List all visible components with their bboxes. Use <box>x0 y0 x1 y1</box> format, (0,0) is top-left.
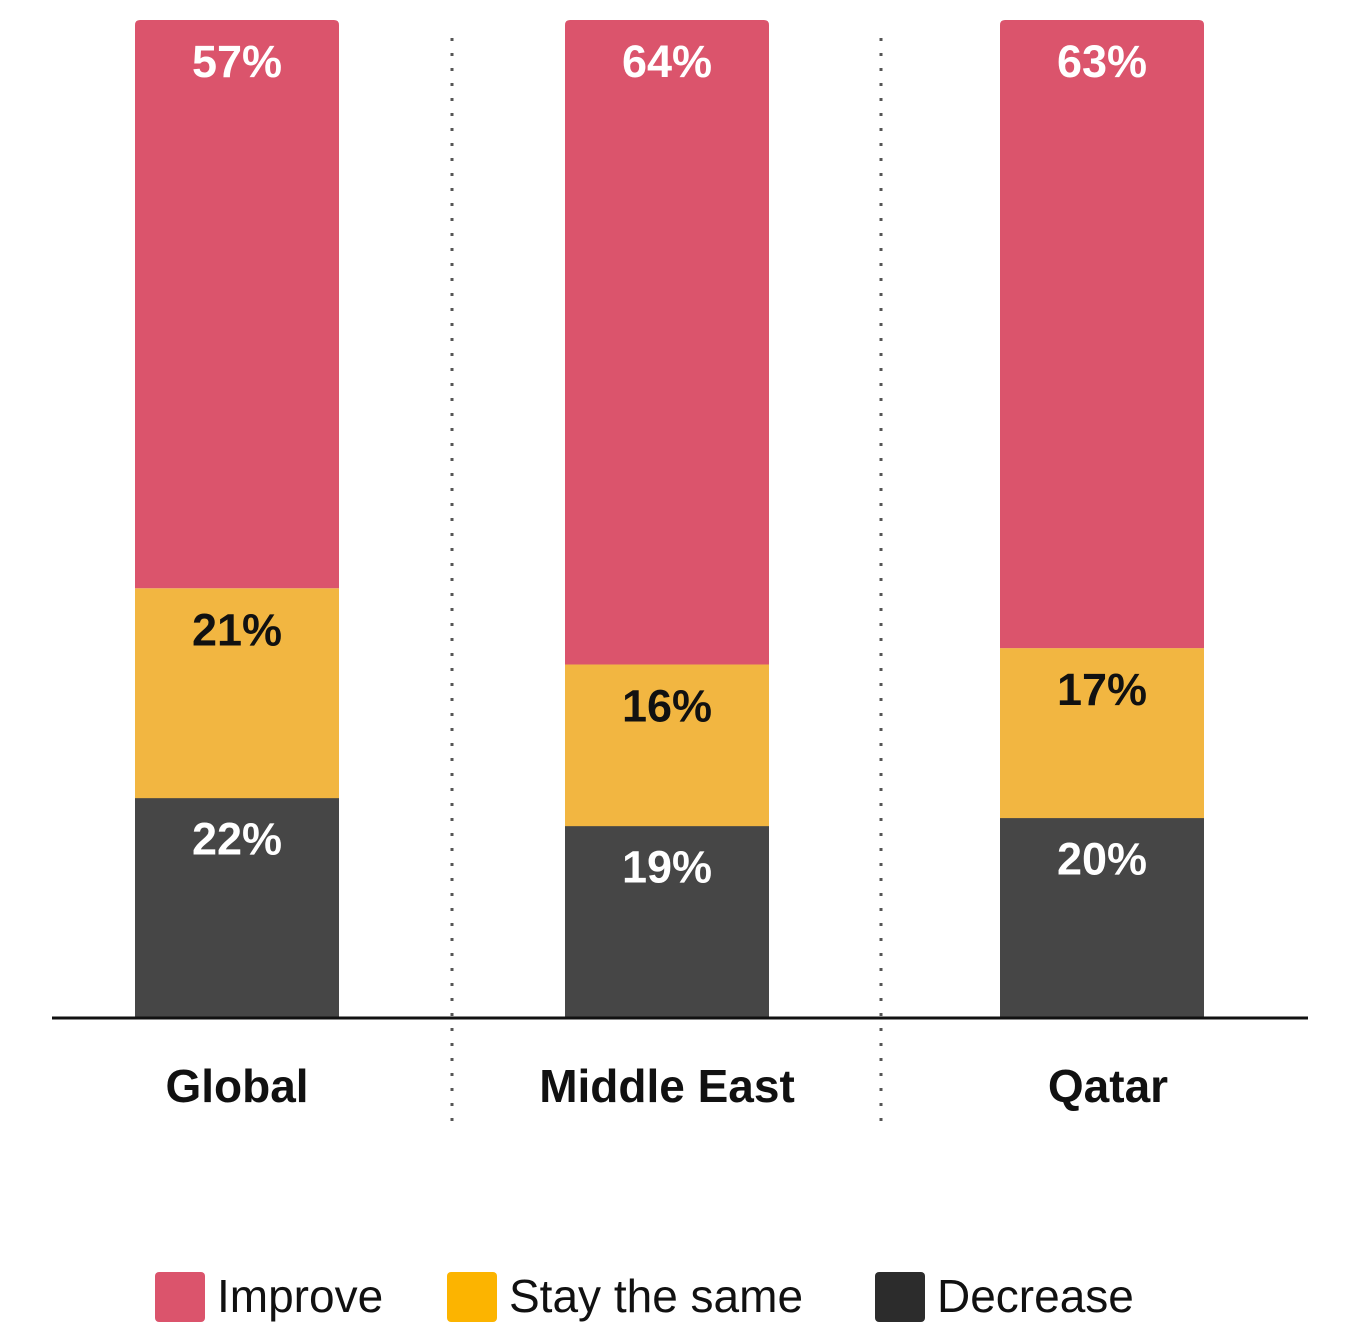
x-axis-tick-labels: Global Middle East Qatar <box>165 1060 1168 1112</box>
legend-swatch-stay-the-same <box>447 1272 497 1322</box>
bar-segment-qatar-improve <box>1000 20 1204 649</box>
data-label-middle-east-decrease: 19% <box>622 842 712 893</box>
data-label-middle-east-stay-the-same: 16% <box>622 681 712 732</box>
bar-segment-global-improve <box>135 20 339 589</box>
data-label-global-decrease: 22% <box>192 814 282 865</box>
bar-stacks: 22% 21% 57% 19% 16% 64% 20% 17% 63% <box>135 20 1204 1018</box>
data-label-global-stay-the-same: 21% <box>192 604 282 655</box>
legend-label-improve: Improve <box>217 1270 384 1322</box>
data-label-global-improve: 57% <box>192 36 282 87</box>
bar-segment-middle-east-decrease <box>565 825 769 1018</box>
legend-swatch-improve <box>155 1272 205 1322</box>
data-label-qatar-decrease: 20% <box>1057 834 1147 885</box>
bar-segment-middle-east-stay-the-same <box>565 664 769 827</box>
category-separators <box>450 38 883 1125</box>
x-tick-label-qatar: Qatar <box>1048 1060 1168 1112</box>
bar-stack-qatar: 20% 17% 63% <box>1000 20 1204 1018</box>
bar-stack-global: 22% 21% 57% <box>135 20 339 1018</box>
bar-stack-middle-east: 19% 16% 64% <box>565 20 769 1018</box>
x-tick-label-global: Global <box>165 1060 308 1112</box>
x-tick-label-middle-east: Middle East <box>539 1060 795 1112</box>
data-label-qatar-stay-the-same: 17% <box>1057 664 1147 715</box>
data-label-qatar-improve: 63% <box>1057 36 1147 87</box>
chart-legend: Improve Stay the same Decrease <box>0 1265 1368 1325</box>
bar-segment-qatar-stay-the-same <box>1000 648 1204 819</box>
legend-label-stay-the-same: Stay the same <box>509 1270 804 1322</box>
legend-swatch-decrease <box>875 1272 925 1322</box>
legend-label-decrease: Decrease <box>937 1270 1134 1322</box>
bar-segment-middle-east-improve <box>565 20 769 665</box>
bar-segment-global-stay-the-same <box>135 588 339 799</box>
bar-segment-global-decrease <box>135 797 339 1018</box>
bar-segment-qatar-decrease <box>1000 817 1204 1018</box>
data-label-middle-east-improve: 64% <box>622 36 712 87</box>
